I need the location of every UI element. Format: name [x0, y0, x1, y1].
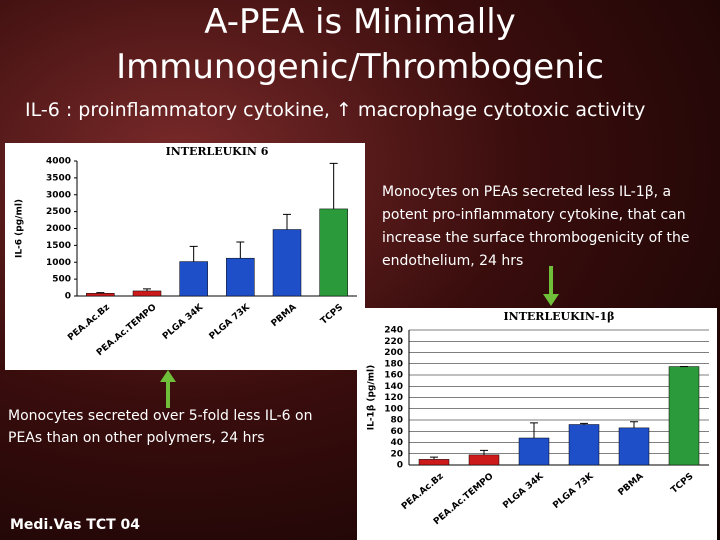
y-tick-label: 500 [52, 275, 71, 285]
bar [518, 437, 550, 466]
arrow [166, 380, 170, 408]
x-tick-label: PLGA 34K [161, 302, 206, 342]
slide-subtitle: IL-6 : proinflammatory cytokine, ↑ macro… [25, 99, 646, 121]
error-bar [430, 456, 438, 460]
x-tick-label: PEA.Ac.Bz [400, 472, 446, 513]
arrow [549, 266, 553, 298]
error-bar [143, 288, 151, 291]
x-tick-label: TCPS [319, 303, 345, 327]
slide-title: A-PEA is Minimally Immunogenic/Thromboge… [116, 2, 604, 87]
y-tick-label: 180 [384, 359, 403, 369]
caption: Monocytes secreted over 5-fold less IL-6… [8, 408, 313, 446]
y-tick-label: 80 [390, 416, 403, 426]
y-tick-label: 40 [390, 438, 403, 448]
bar [468, 454, 500, 466]
y-tick-label: 160 [384, 371, 403, 381]
error-bar [283, 213, 291, 230]
bar [568, 424, 600, 466]
bar [319, 208, 348, 297]
y-tick-label: 4000 [46, 157, 71, 167]
y-tick-label: 140 [384, 382, 403, 392]
y-tick-label: 120 [384, 393, 403, 403]
y-tick-label: 100 [384, 404, 403, 414]
chart: INTERLEUKIN 6 IL-6 (pg/ml) 0 500 1000 1500 200… [5, 143, 365, 370]
y-tick-label: 2000 [46, 224, 71, 234]
bar [668, 366, 700, 466]
error-bar [580, 422, 588, 425]
caption: Monocytes on PEAs secreted less IL-1β, a… [382, 184, 690, 269]
y-tick-label: 1500 [46, 241, 71, 251]
error-bar [189, 245, 198, 262]
error-bar [96, 292, 105, 294]
y-tick-label: 220 [384, 337, 403, 347]
y-tick-label: 2500 [46, 207, 71, 217]
bar [272, 229, 302, 297]
y-tick-label: 60 [390, 427, 403, 437]
x-tick-label: PBMA [270, 303, 299, 330]
y-tick-label: 1000 [46, 258, 71, 268]
error-bar [480, 449, 488, 455]
footer: Medi.Vas TCT 04 [10, 517, 141, 533]
x-tick-label: PLGA 34K [501, 471, 546, 511]
arrow [543, 294, 559, 306]
bar [226, 257, 255, 297]
arrow [160, 370, 176, 382]
y-tick-label: 3000 [46, 190, 71, 200]
chart-title: INTERLEUKIN-1β [504, 310, 615, 323]
bar [418, 459, 450, 466]
y-tick-label: 200 [384, 348, 403, 358]
y-tick-label: 0 [65, 292, 71, 302]
error-bar [630, 421, 638, 428]
x-tick-label: PEA.Ac.Bz [66, 303, 112, 344]
x-tick-label: PLGA 73K [208, 302, 253, 342]
y-tick-label: 3500 [46, 173, 71, 183]
x-tick-label: PLGA 73K [551, 471, 596, 511]
error-bar [329, 162, 338, 209]
y-tick-label: 240 [384, 326, 403, 336]
y-tick-label: 20 [390, 449, 403, 459]
bar [618, 427, 650, 466]
bar [132, 290, 162, 297]
y-axis-label: IL-6 (pg/ml) [15, 199, 25, 258]
y-axis-label: IL-1β (pg/ml) [367, 365, 377, 431]
x-tick-label: PBMA [617, 472, 646, 499]
y-tick-label: 0 [397, 461, 403, 471]
error-bar [530, 422, 538, 438]
bar [86, 293, 115, 297]
bar [179, 261, 208, 297]
error-bar [236, 241, 245, 259]
x-tick-label: TCPS [669, 472, 695, 496]
chart-title: INTERLEUKIN 6 [166, 145, 269, 158]
